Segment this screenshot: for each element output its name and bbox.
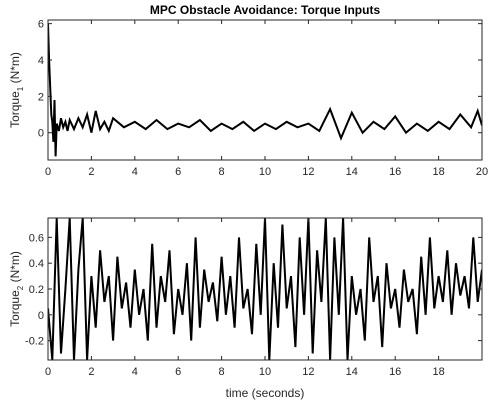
y-tick-label: 6 <box>38 19 44 31</box>
x-tick-label: 10 <box>259 166 271 178</box>
x-tick-label: 0 <box>45 366 51 378</box>
x-tick-label: 10 <box>259 366 271 378</box>
y-tick-label: 0.4 <box>29 258 44 270</box>
y-tick-label: 0.2 <box>29 284 44 296</box>
y-axis-label: Torque1 (N*m) <box>8 52 25 128</box>
x-tick-label: 14 <box>346 366 358 378</box>
plot-area-frame <box>48 20 482 160</box>
series-line-1 <box>48 218 482 360</box>
x-axis-label: time (seconds) <box>226 386 305 400</box>
x-tick-label: 16 <box>389 366 401 378</box>
x-tick-label: 2 <box>88 166 94 178</box>
y-tick-label: 0 <box>38 310 44 322</box>
x-tick-label: 16 <box>389 166 401 178</box>
y-tick-label: 4 <box>38 55 44 67</box>
y-tick-label: 2 <box>38 91 44 103</box>
x-tick-label: 4 <box>132 366 138 378</box>
x-tick-label: 0 <box>45 166 51 178</box>
series-line-1 <box>48 24 482 157</box>
x-tick-label: 14 <box>346 166 358 178</box>
y-tick-label: 0.6 <box>29 232 44 244</box>
x-tick-label: 8 <box>219 166 225 178</box>
y-tick-label: 0 <box>38 128 44 140</box>
x-tick-label: 20 <box>476 166 488 178</box>
x-tick-label: 6 <box>175 166 181 178</box>
x-tick-label: 18 <box>432 166 444 178</box>
x-tick-label: 2 <box>88 366 94 378</box>
x-tick-label: 6 <box>175 366 181 378</box>
y-tick-label: -0.2 <box>25 336 44 348</box>
x-tick-label: 8 <box>219 366 225 378</box>
x-tick-label: 12 <box>302 166 314 178</box>
x-tick-label: 12 <box>302 366 314 378</box>
y-axis-label: Torque2 (N*m) <box>8 251 25 327</box>
chart-title: MPC Obstacle Avoidance: Torque Inputs <box>150 3 381 17</box>
x-tick-label: 18 <box>432 366 444 378</box>
x-tick-label: 4 <box>132 166 138 178</box>
